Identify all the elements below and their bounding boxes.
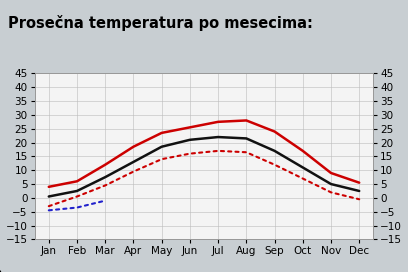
Text: Prosečna temperatura po mesecima:: Prosečna temperatura po mesecima: [8,15,313,31]
